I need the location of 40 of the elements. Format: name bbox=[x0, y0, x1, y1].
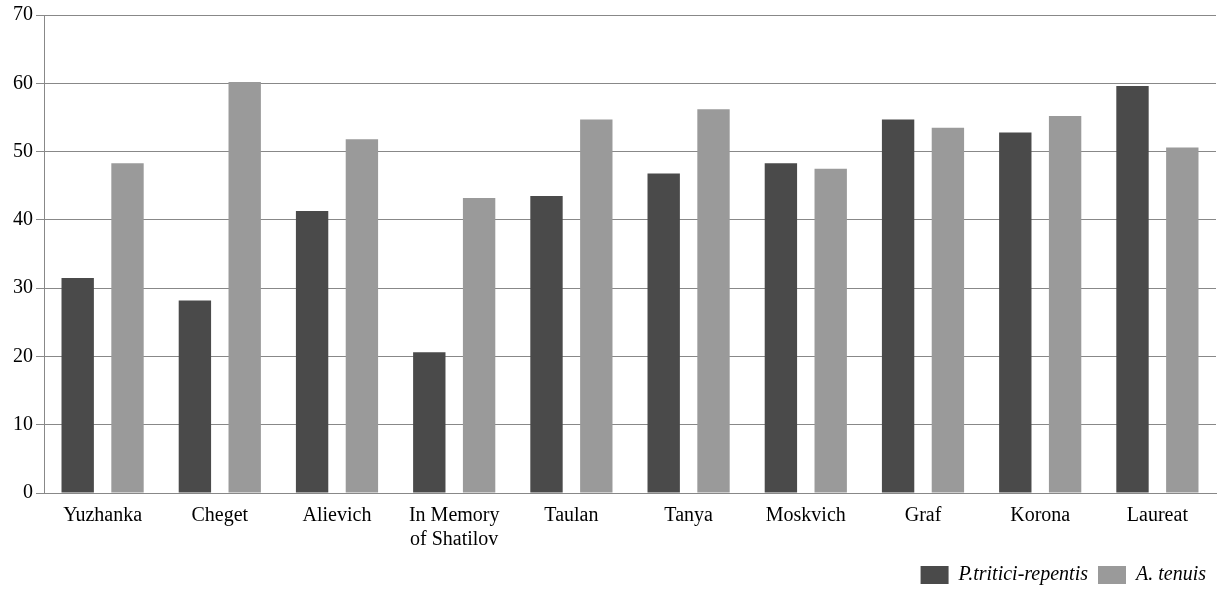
x-tick-label: Laureat bbox=[1126, 503, 1189, 526]
y-tick-label: 50 bbox=[13, 138, 33, 161]
x-tick-label: Alievich bbox=[302, 503, 372, 526]
bar bbox=[999, 132, 1032, 493]
y-tick-label: 20 bbox=[13, 343, 33, 366]
bar bbox=[580, 119, 613, 493]
x-tick-label: Taulan bbox=[544, 503, 599, 526]
y-tick-label: 60 bbox=[13, 70, 33, 93]
y-tick-label: 30 bbox=[13, 275, 33, 298]
bar bbox=[1166, 147, 1199, 493]
bar bbox=[178, 300, 212, 493]
x-tick-label: Yuzhanka bbox=[63, 503, 143, 526]
x-tick-label: In Memory of Shatilov bbox=[408, 503, 500, 550]
x-tick-label: Moskvich bbox=[765, 503, 846, 526]
bar bbox=[111, 163, 144, 493]
bar bbox=[228, 81, 261, 493]
legend-label: A. tenuis bbox=[1134, 562, 1207, 585]
x-tick-label: Tanya bbox=[664, 503, 714, 527]
bar bbox=[931, 127, 965, 493]
bar bbox=[413, 352, 446, 493]
bar bbox=[814, 168, 847, 493]
y-tick-label: 70 bbox=[13, 2, 33, 25]
y-tick-label: 0 bbox=[23, 480, 33, 503]
x-tick-label: Korona bbox=[1010, 503, 1071, 526]
bar bbox=[697, 109, 730, 493]
bar bbox=[647, 173, 680, 493]
bar bbox=[530, 195, 563, 493]
bar bbox=[881, 119, 915, 493]
legend-label: P.tritici-repentis bbox=[957, 562, 1089, 586]
bar bbox=[764, 163, 798, 493]
bar bbox=[295, 210, 329, 493]
bar bbox=[462, 198, 496, 493]
y-tick-label: 40 bbox=[13, 207, 33, 230]
x-tick-label: Cheget bbox=[191, 503, 249, 527]
bar bbox=[1048, 116, 1082, 493]
bar bbox=[1116, 86, 1149, 493]
x-tick-label: Graf bbox=[904, 503, 942, 526]
bar bbox=[61, 277, 94, 493]
y-tick-label: 10 bbox=[13, 411, 33, 434]
bar bbox=[345, 139, 379, 493]
